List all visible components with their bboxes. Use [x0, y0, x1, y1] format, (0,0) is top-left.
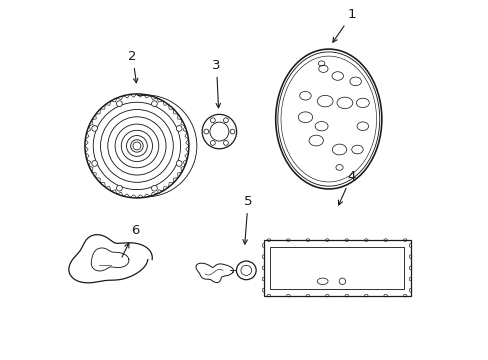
Text: 6: 6 [122, 224, 139, 257]
Ellipse shape [116, 185, 122, 191]
Text: 2: 2 [128, 50, 138, 83]
Ellipse shape [92, 126, 97, 131]
Ellipse shape [133, 142, 141, 150]
Ellipse shape [151, 101, 157, 107]
Ellipse shape [85, 94, 188, 198]
Ellipse shape [92, 161, 97, 166]
Ellipse shape [151, 185, 157, 191]
Ellipse shape [176, 161, 182, 166]
Text: 4: 4 [338, 170, 355, 205]
Ellipse shape [176, 126, 182, 131]
Text: 5: 5 [243, 195, 252, 244]
Ellipse shape [116, 101, 122, 107]
Text: 1: 1 [332, 8, 356, 42]
Text: 3: 3 [212, 59, 220, 108]
